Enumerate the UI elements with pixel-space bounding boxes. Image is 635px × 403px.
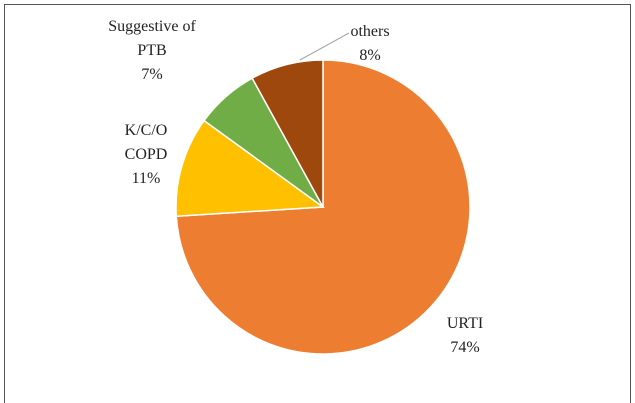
- value-label: 8%: [359, 47, 381, 64]
- data-label: Suggestive of PTB 7%: [102, 15, 202, 87]
- value-label: 11%: [131, 170, 161, 187]
- chart-border: [4, 4, 631, 403]
- value-label: 7%: [141, 66, 163, 83]
- category-name: K/C/O COPD: [124, 122, 168, 163]
- data-label: URTI 74%: [425, 312, 505, 360]
- category-name: URTI: [446, 315, 484, 332]
- pie-slice: [251, 59, 324, 208]
- value-label: 74%: [450, 339, 480, 356]
- data-label: K/C/O COPD 11%: [118, 119, 174, 191]
- category-name: others: [350, 23, 390, 40]
- pie-slice: [175, 119, 326, 218]
- category-name: Suggestive of PTB: [108, 18, 196, 59]
- leader-line: [299, 32, 350, 61]
- data-label: others 8%: [330, 20, 410, 68]
